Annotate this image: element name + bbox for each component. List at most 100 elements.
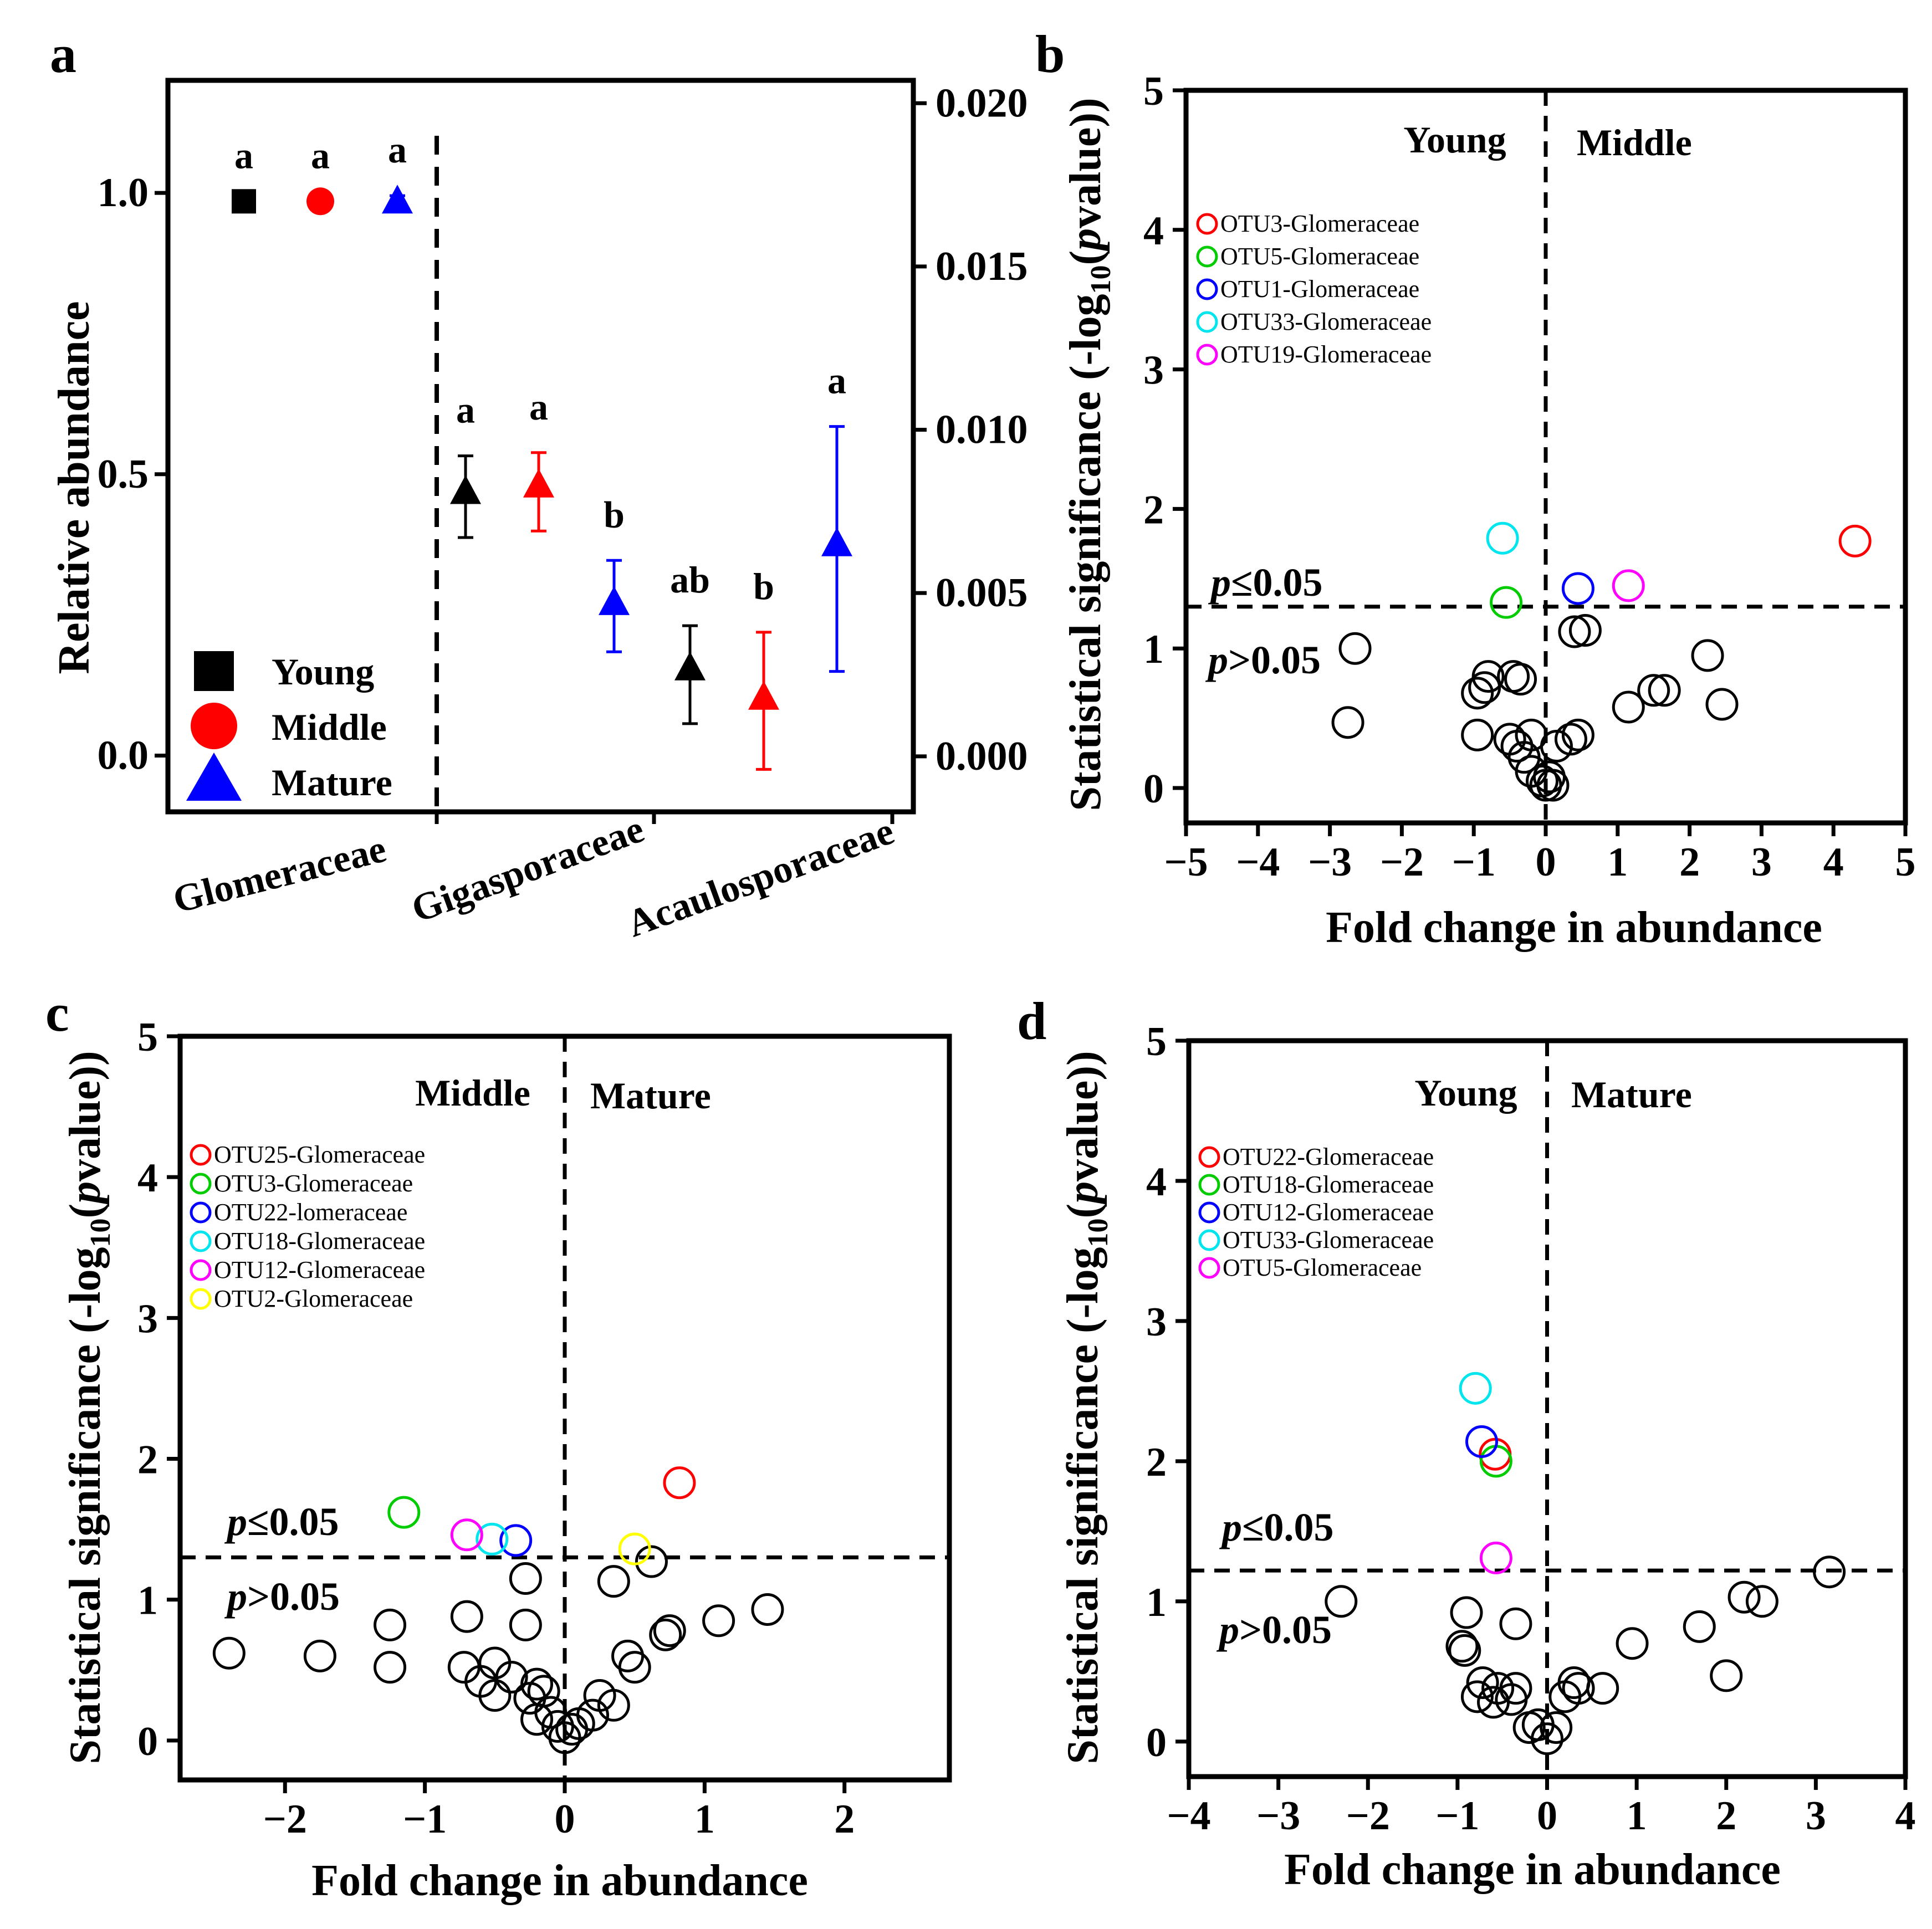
- panel-d-ylabel-end: value)): [1059, 1051, 1107, 1181]
- legend-label: OTU25-Glomeraceae: [214, 1141, 425, 1168]
- otu-point: [1648, 674, 1681, 707]
- y-tick-label: 4: [1143, 208, 1164, 254]
- x-tick-label: 1: [694, 1797, 715, 1842]
- otu-point: [1705, 688, 1739, 721]
- legend-label: OTU22-Glomeraceae: [1223, 1143, 1434, 1170]
- panel-d-guides: [1189, 1041, 1905, 1777]
- highlighted-otu-point: [1838, 524, 1872, 557]
- otu-point: [1499, 1672, 1532, 1705]
- otu-point: [751, 1593, 784, 1626]
- otu-point: [1727, 1580, 1761, 1614]
- legend-label: OTU1-Glomeraceae: [1220, 275, 1419, 303]
- otu-point: [1691, 639, 1724, 672]
- otu-point: [1504, 663, 1537, 696]
- legend-marker: [1196, 213, 1218, 235]
- highlighted-otu-point: [476, 1522, 509, 1556]
- panel-a-right-tick-label: 0.005: [936, 570, 1028, 616]
- legend-marker: [190, 1144, 212, 1166]
- otu-point: [1637, 674, 1670, 707]
- panel-b-ylabel-mid: (: [1061, 250, 1110, 265]
- otu-point: [1558, 615, 1591, 648]
- panel-a-left-tick-label: 0.0: [98, 733, 149, 778]
- legend-marker: [1196, 311, 1218, 333]
- otu-point: [1554, 723, 1587, 756]
- panel-b-ylabel-end: value)): [1061, 98, 1110, 228]
- x-tick-label: −2: [263, 1797, 307, 1842]
- x-tick-label: 2: [1679, 840, 1700, 885]
- highlighted-otu-point: [663, 1466, 696, 1500]
- y-tick-label: 4: [1146, 1159, 1167, 1205]
- panel-label-c: c: [45, 983, 69, 1042]
- panel-b-axes: −5 −4 −3 −2 −1 0 1 2 3 4 5 0 1 2 3 4 5: [1143, 69, 1916, 885]
- otu-point: [1540, 730, 1573, 763]
- panel-c-ylabel-end: value)): [61, 1051, 110, 1181]
- otu-point: [1562, 1672, 1595, 1705]
- panel-c-ylabel-main: Statistical significance (-log: [61, 1247, 110, 1764]
- panel-d-ylabel-main: Statistical significance (-log: [1059, 1247, 1107, 1764]
- x-tick-label: −5: [1164, 840, 1208, 885]
- highlighted-otu-point: [450, 1518, 483, 1552]
- legend-marker: [1198, 1174, 1220, 1196]
- x-tick-label: −2: [1346, 1793, 1390, 1839]
- legend-middle-marker: [191, 703, 237, 749]
- legend-marker: [1198, 1201, 1220, 1224]
- panel-c-group-right: Mature: [590, 1074, 711, 1117]
- panel-a-right-tick-label: 0.020: [936, 80, 1028, 126]
- panel-b-sig-value: ≤0.05: [1231, 560, 1323, 605]
- legend-marker: [190, 1288, 212, 1310]
- legend-label: OTU18-Glomeraceae: [1223, 1171, 1434, 1198]
- highlighted-otu-point: [1479, 1541, 1512, 1574]
- panel-d-sig-value: ≤0.05: [1242, 1505, 1334, 1549]
- panel-d-nonsig-value: >0.05: [1239, 1608, 1332, 1652]
- panel-d-xlabel: Fold change in abundance: [1284, 1845, 1781, 1894]
- otu-point: [702, 1604, 735, 1638]
- x-tick-label: −3: [1308, 840, 1352, 885]
- x-tick-label: −1: [1452, 840, 1496, 885]
- otu-point: [1586, 1672, 1619, 1705]
- category-label-acaulosporaceae: Acaulosporaceae: [622, 810, 899, 945]
- legend-label: OTU3-Glomeraceae: [1220, 210, 1419, 237]
- panel-b-guides: [1186, 90, 1905, 823]
- otu-point: [1325, 1585, 1358, 1618]
- otu-point: [374, 1651, 407, 1684]
- x-tick-label: 3: [1751, 840, 1772, 885]
- legend-mature-marker: [186, 753, 242, 801]
- highlighted-otu-point: [1490, 586, 1523, 619]
- otu-point: [1338, 632, 1372, 665]
- otu-point: [576, 1698, 609, 1732]
- otu-point: [1561, 718, 1594, 751]
- panel-d-group-left: Young: [1414, 1072, 1517, 1114]
- otu-point: [1616, 1627, 1649, 1660]
- otu-point: [1450, 1596, 1483, 1629]
- otu-point: [1568, 614, 1602, 647]
- panel-c-sig-label: p≤0.05: [224, 1500, 339, 1544]
- panel-a-categories: Glomeraceae Gigasporaceae Acaulosporacea…: [169, 808, 899, 946]
- x-tick-label: 0: [555, 1797, 575, 1842]
- otu-point: [1710, 1659, 1743, 1692]
- panel-a-frame: [165, 78, 916, 815]
- x-tick-label: 1: [1607, 840, 1628, 885]
- otu-point: [1745, 1585, 1778, 1618]
- y-tick-label: 2: [1146, 1440, 1167, 1485]
- otu-point: [635, 1545, 668, 1578]
- otu-point: [1461, 718, 1494, 751]
- panel-a-right-tick-label: 0.010: [936, 407, 1028, 453]
- otu-point: [1471, 660, 1505, 693]
- otu-point: [520, 1667, 554, 1701]
- panel-d-legend: OTU22-GlomeraceaeOTU18-GlomeraceaeOTU12-…: [1198, 1143, 1434, 1281]
- panel-d-ylabel-mid: (: [1059, 1204, 1107, 1219]
- panel-b-nonsig-p: p: [1205, 638, 1228, 682]
- otu-point: [1460, 1680, 1494, 1713]
- legend-label: OTU18-Glomeraceae: [214, 1227, 425, 1255]
- panel-d-sig-p: p: [1219, 1505, 1242, 1549]
- y-tick-label: 0: [1146, 1720, 1167, 1766]
- y-tick-label: 3: [137, 1296, 158, 1342]
- significance-letter: b: [753, 565, 774, 607]
- legend-middle-label: Middle: [272, 706, 387, 748]
- legend-label: OTU5-Glomeraceae: [1220, 243, 1419, 270]
- panel-c-ylabel-sub: 10: [85, 1218, 116, 1247]
- otu-point: [618, 1651, 651, 1684]
- significance-letter: ab: [670, 559, 710, 601]
- panel-c-ylabel: Statistical significance (-log10(pvalue)…: [61, 1051, 116, 1764]
